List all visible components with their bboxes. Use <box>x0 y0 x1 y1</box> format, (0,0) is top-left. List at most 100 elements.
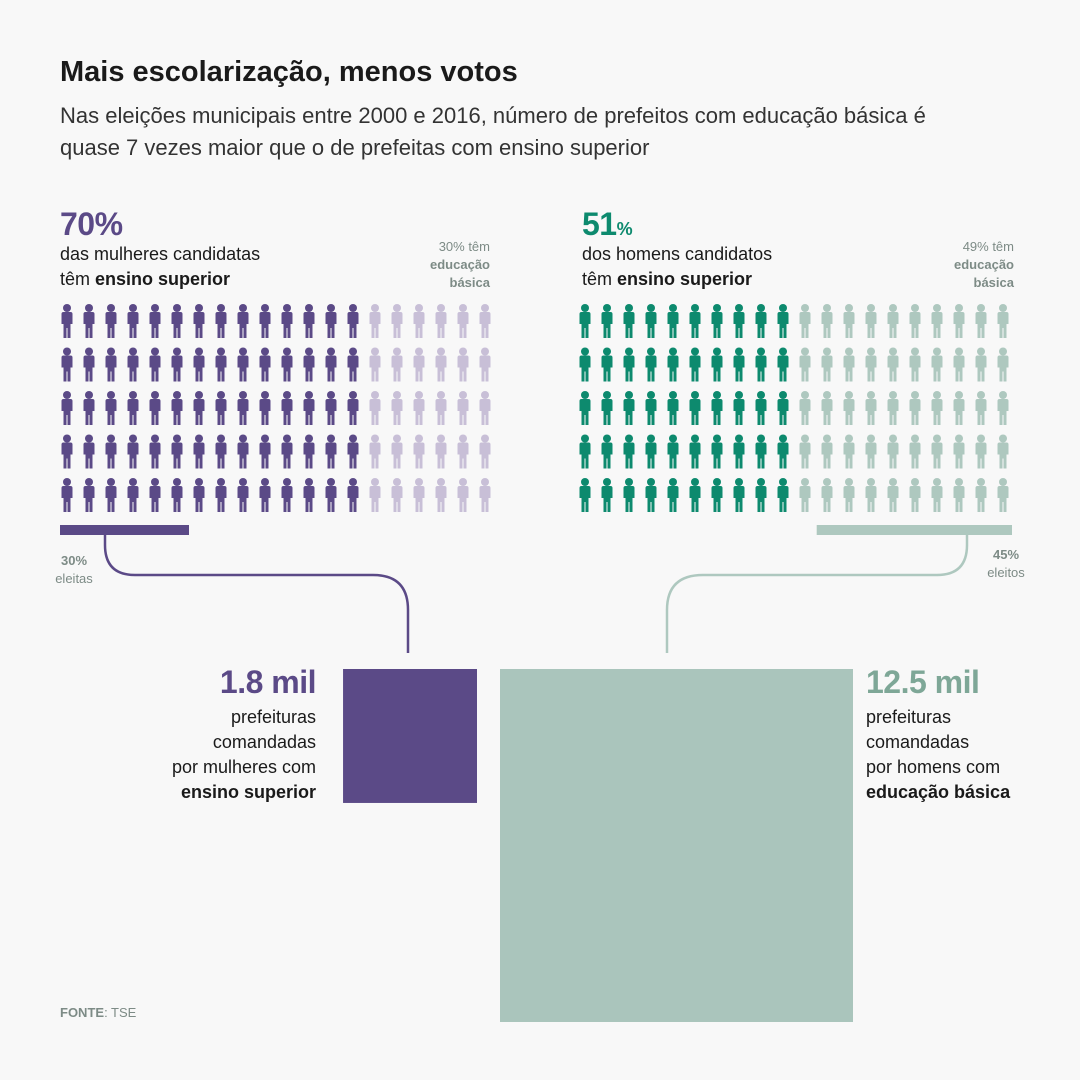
women-elected-text: eleitas <box>55 571 93 586</box>
women-person-icon <box>105 391 117 425</box>
men-mayors-line3: por homens com <box>866 757 1001 777</box>
men-person-icon <box>645 304 657 338</box>
men-elected-label: 45% eleitos <box>978 546 1034 582</box>
women-person-icon <box>435 304 447 338</box>
men-person-icon <box>667 304 679 338</box>
women-person-icon <box>347 478 359 512</box>
women-person-icon <box>61 434 73 469</box>
men-person-icon <box>755 434 767 469</box>
women-mayors-desc: prefeituras comandadas por mulheres com … <box>140 705 316 805</box>
men-person-icon <box>887 347 899 382</box>
men-person-icon <box>975 304 987 338</box>
women-person-icon <box>149 347 161 382</box>
men-other-line3: básica <box>973 275 1014 290</box>
women-person-icon <box>325 347 337 382</box>
men-person-icon <box>887 304 899 338</box>
men-description: dos homens candidatos têm ensino superio… <box>582 242 772 292</box>
women-other-line1: 30% têm <box>438 239 490 254</box>
men-person-icon <box>601 304 613 338</box>
men-person-icon <box>975 347 987 382</box>
women-person-icon <box>127 347 139 382</box>
men-person-icon <box>667 478 679 512</box>
women-mayors-line1: prefeituras <box>230 707 316 727</box>
women-connector-line <box>103 535 410 653</box>
women-desc-bold: ensino superior <box>95 269 231 289</box>
women-person-icon <box>457 304 469 338</box>
women-person-icon <box>149 478 161 512</box>
men-person-icon <box>821 347 833 382</box>
women-person-icon <box>193 347 205 382</box>
men-mayors-block: 12.5 mil prefeituras comandadas por home… <box>866 664 1066 805</box>
men-mayors-square <box>500 669 853 1022</box>
men-person-icon <box>865 478 877 512</box>
men-mayors-value: 12.5 mil <box>866 664 980 700</box>
women-person-icon <box>193 391 205 425</box>
women-description: das mulheres candidatas têm ensino super… <box>60 242 260 292</box>
women-person-icon <box>281 434 293 469</box>
men-person-icon <box>601 478 613 512</box>
women-person-icon <box>479 391 491 425</box>
women-person-icon <box>347 347 359 382</box>
men-person-icon <box>931 304 943 338</box>
women-person-icon <box>369 434 381 469</box>
men-person-icon <box>909 434 921 469</box>
women-mayors-square <box>343 669 477 803</box>
women-mayors-line3: por mulheres com <box>171 757 316 777</box>
women-person-icon <box>479 478 491 512</box>
men-person-icon <box>601 391 613 425</box>
men-desc-bold: ensino superior <box>617 269 753 289</box>
women-person-icon <box>105 478 117 512</box>
women-person-icon <box>215 304 227 338</box>
men-person-icon <box>909 304 921 338</box>
men-percent-sign: % <box>616 219 633 239</box>
men-person-icon <box>711 391 723 425</box>
men-person-icon <box>579 304 591 338</box>
women-person-icon <box>457 391 469 425</box>
men-percent: 51% <box>582 206 633 242</box>
women-person-icon <box>259 347 271 382</box>
women-person-icon <box>61 478 73 512</box>
women-person-icon <box>303 478 315 512</box>
men-person-icon <box>843 434 855 469</box>
men-person-icon <box>843 304 855 338</box>
men-person-icon <box>689 304 701 338</box>
women-person-icon <box>149 304 161 338</box>
women-person-icon <box>347 391 359 425</box>
men-person-icon <box>843 391 855 425</box>
men-person-icon <box>843 478 855 512</box>
men-connector-line <box>665 535 969 653</box>
men-person-icon <box>667 391 679 425</box>
source-note: FONTE: TSE <box>60 1005 136 1020</box>
women-person-icon <box>435 347 447 382</box>
men-person-icon <box>975 478 987 512</box>
men-person-icon <box>777 434 789 469</box>
men-person-icon <box>865 304 877 338</box>
men-person-icon <box>777 347 789 382</box>
women-person-icon <box>479 304 491 338</box>
women-elected-bar <box>60 525 189 535</box>
women-person-icon <box>281 347 293 382</box>
women-person-icon <box>259 478 271 512</box>
women-person-icon <box>391 304 403 338</box>
women-person-icon <box>149 434 161 469</box>
women-person-icon <box>435 478 447 512</box>
men-desc-line2: têm ensino superior <box>582 269 753 289</box>
women-person-icon <box>325 478 337 512</box>
women-person-icon <box>259 304 271 338</box>
men-person-icon <box>711 347 723 382</box>
women-person-icon <box>237 478 249 512</box>
men-person-icon <box>887 434 899 469</box>
page-title: Mais escolarização, menos votos <box>60 56 518 88</box>
men-person-icon <box>733 434 745 469</box>
men-person-icon <box>645 391 657 425</box>
men-person-icon <box>733 347 745 382</box>
women-person-icon <box>325 434 337 469</box>
men-person-icon <box>997 478 1009 512</box>
women-person-icon <box>457 478 469 512</box>
women-person-icon <box>215 478 227 512</box>
men-person-icon <box>623 391 635 425</box>
men-person-icon <box>953 434 965 469</box>
men-person-icon <box>689 347 701 382</box>
men-person-icon <box>931 347 943 382</box>
